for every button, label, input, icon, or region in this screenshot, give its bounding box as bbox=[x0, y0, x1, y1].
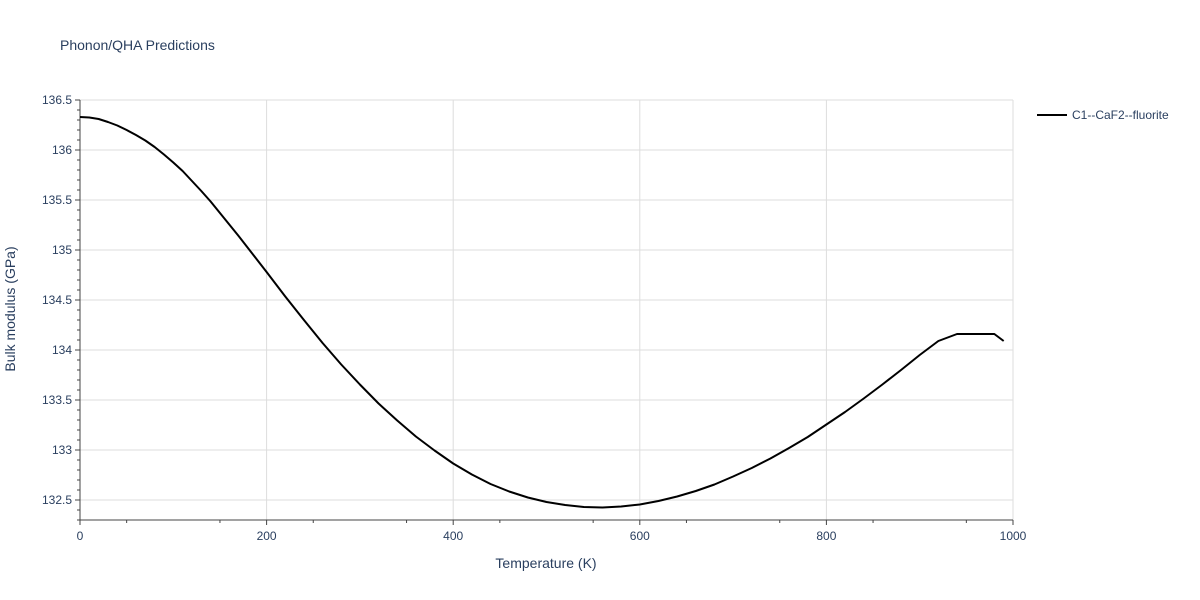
x-tick-label: 0 bbox=[77, 529, 84, 543]
y-tick-label: 136 bbox=[52, 143, 72, 157]
y-tick-label: 132.5 bbox=[42, 493, 72, 507]
y-axis-label: Bulk modulus (GPa) bbox=[2, 246, 18, 371]
x-tick-label: 1000 bbox=[1000, 529, 1027, 543]
x-axis-label: Temperature (K) bbox=[495, 555, 596, 571]
x-tick-label: 400 bbox=[443, 529, 463, 543]
y-tick-label: 134 bbox=[52, 343, 72, 357]
x-tick-label: 200 bbox=[257, 529, 277, 543]
legend-label: C1--CaF2--fluorite bbox=[1072, 108, 1169, 122]
y-tick-label: 135 bbox=[52, 243, 72, 257]
grid-lines bbox=[80, 99, 1014, 520]
y-axis-ticks: 132.5 133 133.5 134 134.5 135 135.5 136 136.5 bbox=[42, 93, 80, 521]
x-tick-label: 800 bbox=[816, 529, 836, 543]
series-layer bbox=[79, 116, 1005, 509]
y-tick-label: 134.5 bbox=[42, 293, 72, 307]
y-tick-label: 136.5 bbox=[42, 93, 72, 107]
x-tick-label: 600 bbox=[630, 529, 650, 543]
y-tick-label: 135.5 bbox=[42, 193, 72, 207]
series-line-C1--CaF2--fluorite bbox=[79, 116, 1005, 509]
y-tick-label: 133 bbox=[52, 443, 72, 457]
chart-title: Phonon/QHA Predictions bbox=[60, 37, 215, 53]
x-axis-ticks: 0 200 400 600 800 1000 bbox=[77, 520, 1027, 543]
legend[interactable]: C1--CaF2--fluorite bbox=[1037, 108, 1169, 122]
y-tick-label: 133.5 bbox=[42, 393, 72, 407]
axes bbox=[79, 100, 1013, 521]
